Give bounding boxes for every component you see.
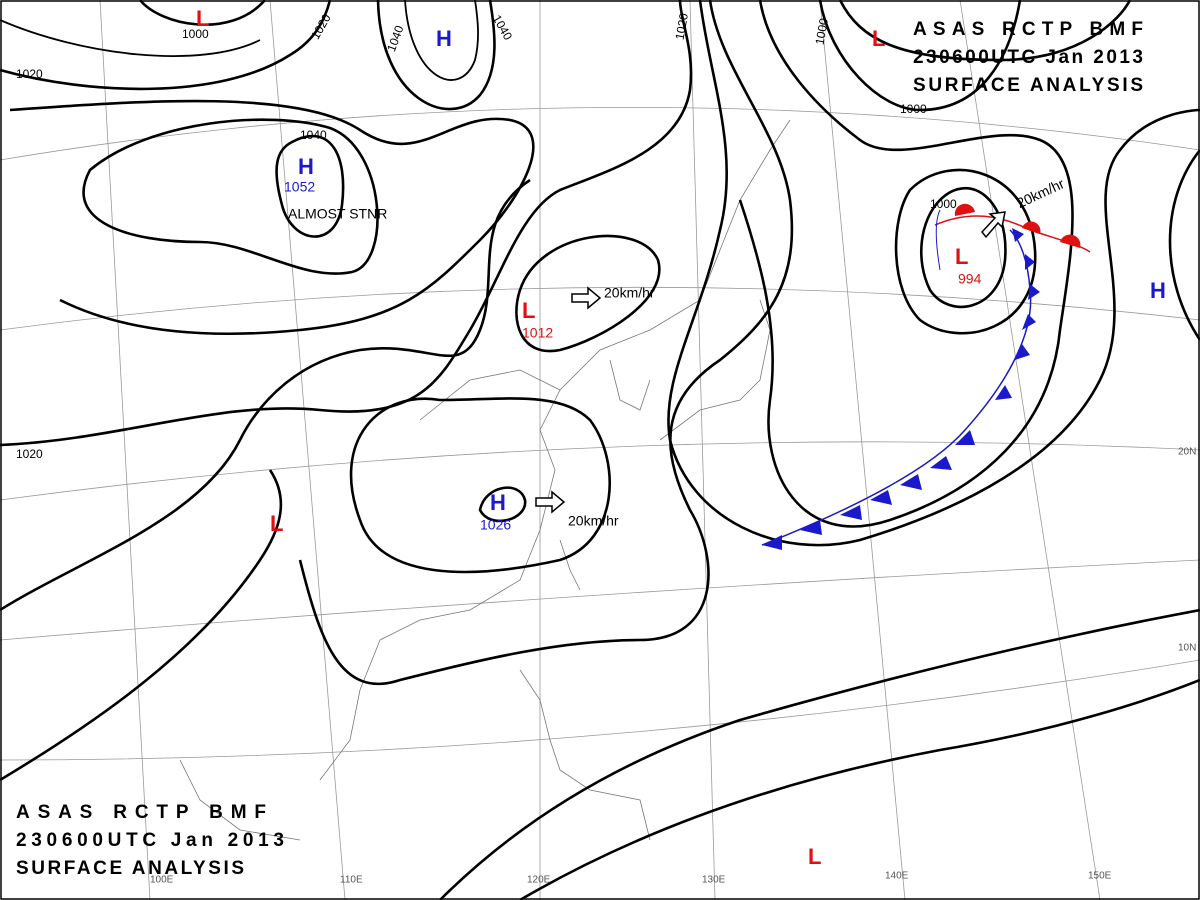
low-pressure: 1012 bbox=[522, 325, 553, 341]
lon-label: 150E bbox=[1088, 871, 1112, 882]
lat-label: 20N bbox=[1178, 447, 1196, 458]
lon-label: 120E bbox=[527, 875, 551, 886]
isobar bbox=[0, 0, 332, 91]
lon-line bbox=[959, 0, 1101, 900]
lon-label: 140E bbox=[885, 871, 909, 882]
motion-speed: 20km/hr bbox=[568, 513, 619, 529]
header-time: 230600UTC Jan 2013 bbox=[913, 47, 1143, 68]
high-symbol: H bbox=[436, 26, 452, 51]
coast bbox=[179, 759, 301, 841]
lon-label: 130E bbox=[702, 875, 726, 886]
isobar-label: 1020 bbox=[16, 67, 43, 81]
footer-time: 230600UTC Jan 2013 bbox=[16, 830, 284, 851]
isobar bbox=[894, 168, 1037, 335]
isobar-label: 1000 bbox=[930, 197, 957, 211]
isobar bbox=[439, 608, 1200, 900]
lon-label: 110E bbox=[340, 875, 363, 886]
isobar bbox=[920, 187, 1007, 308]
isobar bbox=[0, 178, 531, 612]
lat-line bbox=[0, 106, 1200, 161]
coast bbox=[659, 299, 771, 441]
isobar bbox=[0, 19, 261, 57]
isobar-label: 1000 bbox=[813, 17, 831, 46]
isobar bbox=[0, 0, 693, 447]
low-symbol: L bbox=[522, 298, 535, 323]
motion-note: ALMOST STNR bbox=[288, 206, 387, 222]
isobar bbox=[478, 486, 527, 523]
lon-line bbox=[819, 0, 906, 900]
lon-line bbox=[99, 0, 151, 900]
coastlines bbox=[179, 119, 791, 841]
isobar bbox=[519, 678, 1200, 900]
high-symbol: H bbox=[490, 490, 506, 515]
isobar bbox=[738, 0, 1074, 528]
coast bbox=[559, 539, 581, 591]
isobar-label: 1020 bbox=[673, 12, 691, 41]
isobar bbox=[376, 0, 496, 111]
coast bbox=[519, 669, 651, 841]
isobar bbox=[82, 118, 379, 275]
lon-line bbox=[689, 0, 716, 900]
lat-label: 10N bbox=[1178, 643, 1196, 654]
isobar bbox=[0, 469, 283, 782]
lat-line bbox=[0, 441, 1200, 501]
motion-arrows bbox=[535, 211, 1006, 514]
coast bbox=[609, 359, 651, 411]
motion-speed: 20km/hr bbox=[604, 285, 655, 301]
isobar-label: 1000 bbox=[900, 102, 927, 116]
high-symbol: H bbox=[1150, 278, 1166, 303]
low-symbol: L bbox=[872, 26, 885, 51]
high-pressure: 1052 bbox=[284, 179, 315, 195]
lon-label: 100E bbox=[150, 875, 174, 886]
lat-line bbox=[0, 559, 1200, 641]
isobar bbox=[515, 234, 661, 353]
isobar-label: 1040 bbox=[300, 128, 327, 142]
isobar bbox=[1168, 149, 1200, 341]
coast bbox=[319, 389, 561, 781]
cold-front-triangles bbox=[762, 228, 1040, 550]
lat-line bbox=[0, 659, 1200, 761]
isobar bbox=[404, 0, 479, 81]
low-pressure: 994 bbox=[958, 271, 982, 287]
high-symbol: H bbox=[298, 154, 314, 179]
occlusion bbox=[935, 209, 941, 271]
coast bbox=[419, 119, 791, 421]
isobar-label: 1020 bbox=[16, 447, 43, 461]
isobar bbox=[349, 397, 611, 574]
isobar bbox=[9, 99, 535, 336]
warm-front-semicircles bbox=[954, 203, 1081, 248]
isobar bbox=[667, 0, 1200, 547]
isobar bbox=[275, 134, 345, 238]
low-symbol: L bbox=[196, 6, 209, 31]
low-symbol: L bbox=[955, 244, 968, 269]
low-symbol: L bbox=[270, 511, 283, 536]
high-pressure: 1026 bbox=[480, 517, 511, 533]
isobar bbox=[838, 0, 1132, 62]
isobar bbox=[818, 0, 1022, 112]
fronts bbox=[761, 203, 1091, 550]
isobar-label: 1000 bbox=[182, 27, 209, 41]
isobar bbox=[298, 0, 794, 686]
low-symbol: L bbox=[808, 844, 821, 869]
isobar bbox=[138, 0, 266, 26]
